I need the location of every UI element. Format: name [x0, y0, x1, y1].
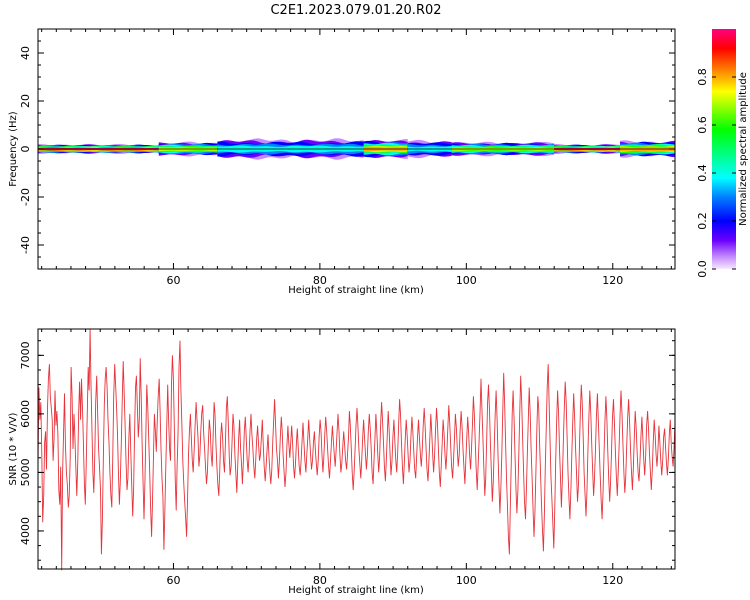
colorbar: 0.0 0.2 0.4 0.6 0.8 Normalized spectral ampl… — [696, 29, 749, 278]
colorbar-tick-label: 0.6 — [696, 116, 709, 134]
spectrogram-y-tick-label: 40 — [19, 46, 32, 60]
snr-series-line — [37, 328, 676, 571]
snr-x-tick-label: 60 — [166, 574, 180, 587]
spectrogram-band — [38, 138, 675, 160]
snr-x-tick-label: 100 — [456, 574, 477, 587]
snr-x-tick-label: 80 — [313, 574, 327, 587]
spectrogram-x-tick-label: 120 — [602, 274, 623, 287]
snr-y-axis-label: SNR (10 * V/V) — [8, 412, 19, 485]
colorbar-label: Normalized spectral amplitude — [738, 72, 749, 226]
spectrogram-frame — [37, 28, 676, 270]
colorbar-gradient — [712, 29, 736, 269]
colorbar-tick-label: 0.2 — [696, 212, 709, 230]
spectrogram-y-axis-label: Frequency (Hz) — [8, 111, 19, 187]
spectrogram-x-tick-label: 80 — [313, 274, 327, 287]
spectrogram-y-tick-label: 0 — [19, 146, 32, 153]
spectrogram-y-tick-label: -20 — [19, 188, 32, 206]
colorbar-tick-label: 0.8 — [696, 68, 709, 86]
snr-y-tick-label: 6000 — [19, 400, 32, 428]
colorbar-tick-label: 0.0 — [696, 260, 709, 278]
spectrogram-y-tick-label: 20 — [19, 94, 32, 108]
spectrogram-x-axis-label: Height of straight line (km) — [288, 285, 424, 296]
snr-y-tick-label: 7000 — [19, 341, 32, 369]
snr-background — [38, 329, 675, 569]
snr-x-axis-label: Height of straight line (km) — [288, 585, 424, 596]
spectrogram-panel: 60 80 100 120 -40 -20 0 20 40 Height of straight… — [8, 28, 676, 296]
snr-y-tick-label: 4000 — [19, 517, 32, 545]
spectrogram-y-tick-label: -40 — [19, 236, 32, 254]
colorbar-tick-label: 0.4 — [696, 164, 709, 182]
snr-panel: 60 80 100 120 4000 5000 6000 7000 Height of str… — [8, 328, 676, 596]
snr-frame — [37, 328, 676, 570]
snr-y-tick-label: 5000 — [19, 458, 32, 486]
spectrogram-x-tick-label: 60 — [166, 274, 180, 287]
colorbar-ticks: 0.0 0.2 0.4 0.6 0.8 — [696, 68, 736, 278]
snr-x-tick-label: 120 — [602, 574, 623, 587]
spectrogram-x-tick-label: 100 — [456, 274, 477, 287]
figure-title: C2E1.2023.079.01.20.R02 — [270, 3, 441, 18]
